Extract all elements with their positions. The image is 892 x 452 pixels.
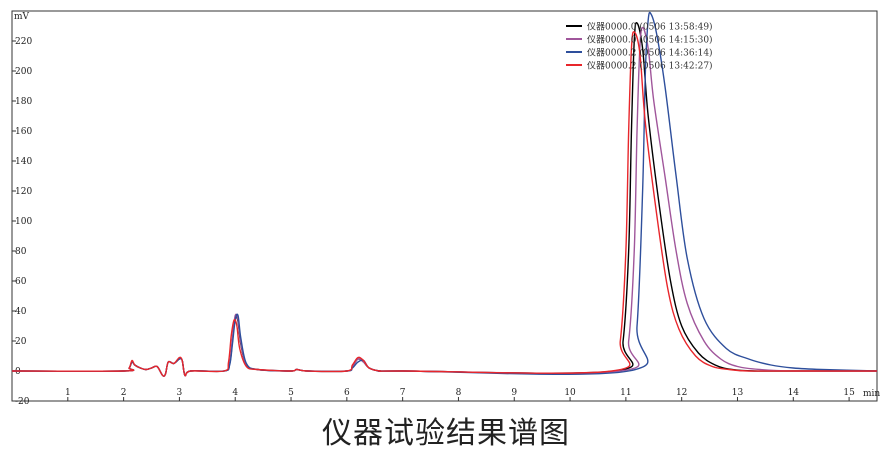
x-tick-label: 11 [620,388,631,398]
x-tick-label: 12 [676,388,687,398]
x-tick-label: 13 [732,388,744,398]
y-tick-label: 160 [15,127,32,137]
y-tick-label: 20 [15,337,27,347]
y-tick-label: 100 [15,217,32,227]
legend-entry-label: 仪器0000.0 (0506 14:15:30) [587,35,713,46]
x-tick-label: 15 [843,388,855,398]
y-tick-label: -20 [15,397,30,407]
x-tick-label: 7 [400,388,406,398]
series-layer [11,11,878,377]
y-tick-label: 200 [15,67,32,77]
series-line-4 [11,31,877,377]
x-tick-label: 14 [788,388,800,398]
y-tick-label: 180 [15,97,32,107]
x-axis-unit-label: min [863,389,880,399]
y-tick-label: 60 [15,277,27,287]
x-tick-label: 6 [344,388,350,398]
y-tick-label: 220 [15,37,32,47]
legend-entry-label: 仪器0000.0 (0506 13:58:49) [587,22,713,33]
legend-entry-label: 仪器0000.2 (0506 14:36:14) [587,48,713,59]
y-tick-label: 120 [15,187,32,197]
x-tick-label: 5 [288,388,294,398]
x-tick-label: 9 [511,388,517,398]
y-tick-label: 80 [15,247,27,257]
figure-caption: 仪器试验结果谱图 [322,416,570,451]
x-tick-label: 1 [65,388,71,398]
legend-entry-label: 仪器0000.2 (0506 13:42:27) [587,61,713,72]
x-tick-label: 3 [177,388,183,398]
plot-frame [11,10,878,402]
x-axis: 1 2 3 4 5 6 7 8 9 10 11 12 13 14 15 [65,388,855,401]
y-axis-unit-label: mV [14,12,30,22]
y-axis: -20 0 20 40 60 80 100 120 140 160 180 200 220 [12,37,32,407]
x-tick-label: 8 [456,388,462,398]
legend: 仪器0000.0 (0506 13:58:49) 仪器0000.0 (0506 1… [566,22,713,72]
y-tick-label: 40 [15,307,27,317]
x-tick-label: 2 [121,388,127,398]
y-tick-label: 0 [15,367,21,377]
y-tick-label: 140 [15,157,32,167]
x-tick-label: 10 [564,388,576,398]
x-tick-label: 4 [232,388,238,398]
